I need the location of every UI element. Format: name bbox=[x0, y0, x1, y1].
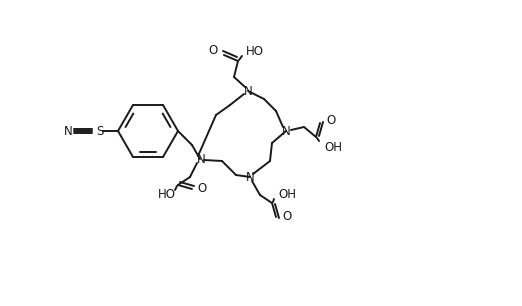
Text: S: S bbox=[97, 125, 104, 137]
Text: OH: OH bbox=[278, 188, 296, 201]
Text: OH: OH bbox=[324, 140, 342, 154]
Text: N: N bbox=[197, 152, 205, 166]
Text: O: O bbox=[209, 43, 218, 57]
Text: O: O bbox=[282, 211, 291, 223]
Text: O: O bbox=[326, 114, 335, 126]
Text: N: N bbox=[64, 125, 73, 137]
Text: N: N bbox=[282, 125, 290, 137]
Text: O: O bbox=[197, 181, 206, 195]
Text: N: N bbox=[246, 170, 254, 184]
Text: HO: HO bbox=[246, 44, 264, 58]
Text: HO: HO bbox=[158, 188, 176, 201]
Text: N: N bbox=[244, 84, 252, 98]
